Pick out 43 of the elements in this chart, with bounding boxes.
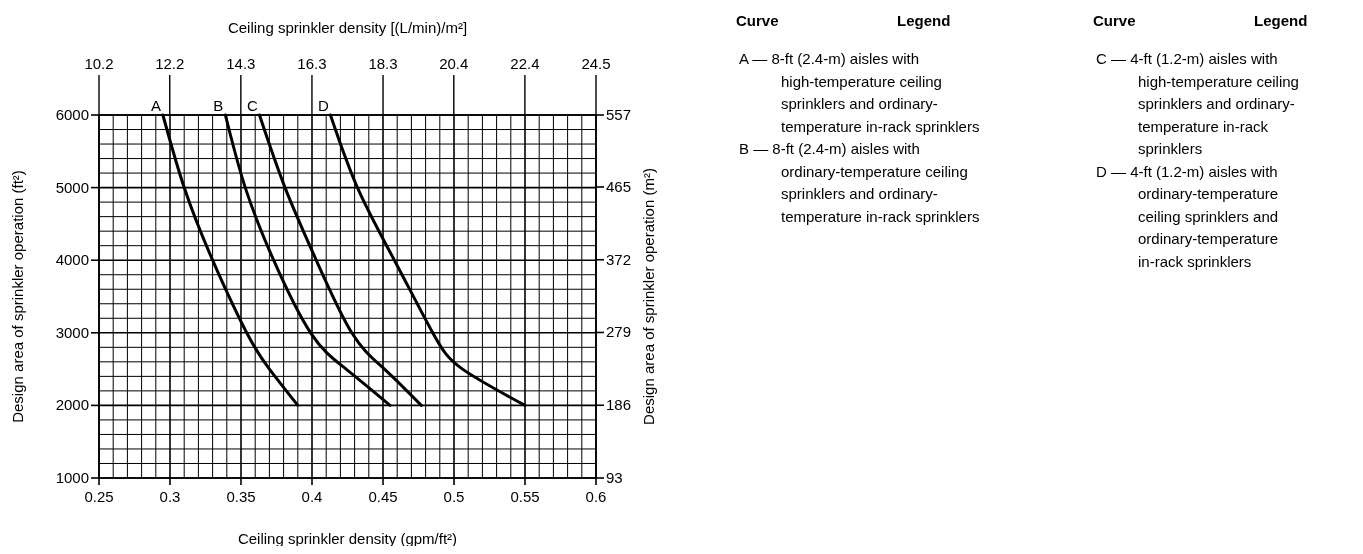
x-tick-label: 0.4 <box>301 488 323 505</box>
x-tick-label: 0.5 <box>443 488 465 505</box>
series-label: D <box>318 97 330 114</box>
y-tick-label: 2000 <box>55 396 89 414</box>
y-tick-label: 5000 <box>55 178 89 196</box>
y2-tick-label: 372 <box>606 250 632 268</box>
y-tick-label: 4000 <box>55 251 89 269</box>
series-label: B <box>213 97 224 114</box>
y2-tick-label: 279 <box>606 323 632 341</box>
x2-tick-label: 24.5 <box>581 55 611 72</box>
x2-tick-label: 14.3 <box>226 55 256 72</box>
x-tick-label: 0.55 <box>510 488 540 505</box>
x2-tick-label: 10.2 <box>84 55 114 72</box>
text: Curve <box>736 12 779 29</box>
y2-tick-label: 465 <box>606 177 632 195</box>
y2-axis-title: Design area of sprinkler operation (m²) <box>640 168 657 425</box>
text: Legend <box>897 12 951 29</box>
x-tick-label: 0.35 <box>226 488 256 505</box>
y-tick-label: 3000 <box>55 323 89 341</box>
x-tick-label: 0.25 <box>84 488 114 505</box>
text: Legend <box>1254 12 1308 29</box>
text: C — 4-ft (1.2-m) aisles with high-temperature ceiling sprinklers and ordinary- temperature in-rack sprinklers <box>1096 50 1299 157</box>
series-label: A <box>150 97 161 114</box>
x2-tick-label: 12.2 <box>155 55 185 72</box>
x-tick-label: 0.45 <box>368 488 398 505</box>
x-tick-label: 0.3 <box>159 488 181 505</box>
y-axis-title: Design area of sprinkler operation (ft²) <box>9 170 26 423</box>
text: D — 4-ft (1.2-m) aisles with ordinary-temperature ceiling sprinklers and ordinary-temperature in-rack sprinklers <box>1096 162 1279 270</box>
y-tick-label: 6000 <box>55 106 89 123</box>
x2-axis-title: Ceiling sprinkler density [(L/min)/m²] <box>227 19 468 36</box>
y2-tick-label: 93 <box>606 469 623 486</box>
text: B — 8-ft (2.4-m) aisles with ordinary-temperature ceiling sprinklers and ordinary- temperature in-rack sprinklers <box>739 140 980 225</box>
y2-tick-label: 557 <box>606 106 632 123</box>
x-tick-label: 0.6 <box>585 488 607 505</box>
x2-tick-label: 18.3 <box>368 55 398 72</box>
y2-tick-label: 186 <box>606 396 632 414</box>
text: Curve <box>1093 12 1136 29</box>
text: A — 8-ft (2.4-m) aisles with high-temperature ceiling sprinklers and ordinary- temperature in-rack sprinklers <box>739 50 980 135</box>
x2-tick-label: 20.4 <box>439 55 469 72</box>
series-label: C <box>247 97 259 114</box>
y-tick-label: 1000 <box>55 469 89 486</box>
x2-tick-label: 22.4 <box>510 55 540 72</box>
x2-tick-label: 16.3 <box>297 55 327 72</box>
